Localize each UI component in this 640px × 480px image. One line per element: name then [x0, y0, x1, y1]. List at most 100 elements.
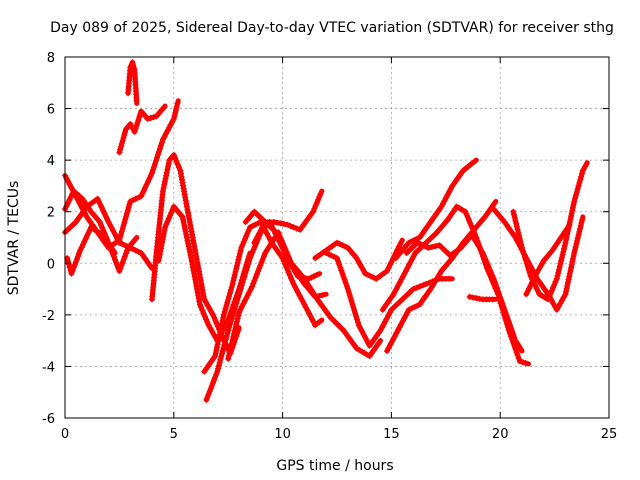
point-sat-h-4-12: [195, 292, 202, 299]
point-sat-i-3-4: [232, 268, 239, 275]
point-sat-t-0-3: [512, 217, 519, 224]
point-sat-s-8-5: [574, 234, 581, 241]
point-sat-a-6-2: [132, 247, 139, 254]
point-sat-n-8-1: [413, 284, 420, 291]
point-sat-s-8-9: [577, 222, 584, 229]
point-sat-o-2-2: [411, 304, 418, 311]
point-sat-m-2-3: [342, 243, 349, 250]
y-tick-labels: -6 -4 -2 0 2 4 6 8: [42, 51, 55, 427]
point-sat-h-0-9: [160, 230, 167, 237]
point-sat-b-7-1: [139, 190, 146, 197]
point-sat-i-1-3: [214, 344, 220, 351]
point-sat-t-7-8: [578, 173, 585, 180]
point-sat-j-1-5: [218, 353, 225, 360]
point-sat-n-0-0: [323, 250, 330, 256]
point-sat-t-7-1: [572, 195, 579, 202]
point-sat-n-2-8: [352, 310, 359, 317]
point-sat-o-2-1: [408, 305, 415, 312]
point-sat-s-8-2: [572, 244, 579, 250]
point-sat-n-1-8: [342, 279, 349, 286]
point-sat-m-4-2: [357, 261, 364, 268]
point-sat-t-5-2: [555, 269, 562, 276]
point-sat-i-1-11: [219, 320, 225, 327]
point-sat-t-6-2: [563, 233, 570, 240]
point-sat-j-3-7: [242, 270, 249, 277]
point-sat-j-1-4: [217, 356, 224, 363]
point-sat-g-7-14: [200, 293, 207, 300]
point-sat-j-1-1: [215, 365, 222, 372]
point-sat-g-4-3: [174, 161, 181, 168]
point-sat-e-3-1: [132, 125, 139, 132]
plot-frame: [64, 56, 610, 419]
point-sat-i-3-7: [234, 259, 241, 266]
point-sat-i-8-4: [284, 266, 291, 273]
point-sat-i-3-6: [233, 262, 240, 269]
point-sat-e-3-0: [131, 128, 138, 135]
series-sat-v: [466, 293, 499, 303]
point-sat-w-2-1: [274, 232, 281, 239]
series-sat-r: [403, 231, 525, 354]
point-sat-s-8-10: [578, 219, 585, 226]
point-sat-h-0-0: [155, 257, 162, 264]
point-sat-l-4-3: [293, 225, 300, 232]
point-sat-j-1-6: [219, 350, 225, 357]
point-sat-h-0-4: [157, 245, 164, 252]
point-sat-k-0-3: [227, 346, 234, 353]
point-sat-n-7-0: [399, 296, 406, 303]
point-sat-g-5-11: [183, 200, 190, 207]
point-sat-e-0-1: [117, 146, 124, 153]
point-sat-g-5-9: [182, 194, 189, 201]
point-sat-s-7-0: [562, 291, 569, 298]
point-sat-n-2-7: [351, 307, 358, 314]
point-sat-t-5-10: [561, 245, 567, 252]
point-sat-b-7-4: [143, 181, 150, 188]
point-sat-h-3-0: [179, 213, 186, 220]
point-sat-h-3-6: [183, 231, 190, 238]
point-sat-n-1-6: [340, 273, 347, 280]
point-sat-n-1-3: [337, 264, 344, 271]
point-sat-n-2-11: [354, 319, 361, 326]
point-sat-h-1-5: [168, 209, 175, 216]
point-sat-q-8-0: [462, 208, 469, 215]
point-sat-b-10-4: [173, 103, 180, 110]
y-tick-label-3: 0: [47, 257, 55, 272]
point-sat-n-6-3: [396, 299, 403, 305]
point-sat-j-2-2: [227, 321, 233, 328]
point-sat-k-11-5: [375, 340, 382, 347]
point-sat-w-5-2: [311, 273, 318, 280]
point-sat-a-6-3: [135, 248, 142, 255]
point-sat-h-3-10: [185, 243, 192, 250]
point-sat-c-6-2: [118, 262, 125, 269]
point-sat-g-7-4: [194, 262, 201, 269]
point-sat-l-4-1: [287, 222, 294, 229]
point-sat-u-0-1: [524, 288, 531, 295]
point-sat-s-8-7: [576, 228, 583, 235]
point-sat-m-5-3: [370, 274, 377, 281]
point-sat-b-7-0: [138, 193, 145, 200]
point-sat-g-2-7: [164, 166, 171, 173]
point-sat-t-4-6: [552, 278, 559, 285]
point-sat-d-1-7: [76, 250, 83, 257]
point-sat-i-5-3: [255, 220, 262, 227]
point-sat-u-1-3: [537, 263, 544, 270]
point-sat-i-4-1: [239, 241, 246, 248]
point-sat-q-13-0: [516, 358, 523, 365]
point-sat-w-2-7: [281, 249, 288, 256]
point-sat-h-1-2: [164, 218, 171, 225]
point-sat-q-3-1: [415, 247, 422, 254]
point-sat-t-1-3: [521, 254, 528, 261]
point-sat-s-6-2: [557, 300, 564, 307]
point-sat-j-0-5: [208, 382, 215, 389]
point-sat-g-6-2: [185, 209, 191, 216]
point-sat-w-4-0: [294, 273, 301, 280]
point-sat-s-7-9: [568, 264, 575, 271]
x-tick-label-3: 15: [383, 427, 400, 442]
point-sat-g-6-7: [187, 225, 194, 232]
point-sat-b-8-8: [157, 145, 163, 152]
point-sat-r-7-0: [479, 250, 486, 256]
point-sat-i-3-11: [237, 247, 244, 254]
point-sat-r-9-2: [503, 312, 510, 319]
point-sat-l-1-2: [256, 213, 263, 220]
point-sat-t-8-1: [582, 163, 589, 170]
point-sat-c-1-0: [70, 188, 77, 195]
